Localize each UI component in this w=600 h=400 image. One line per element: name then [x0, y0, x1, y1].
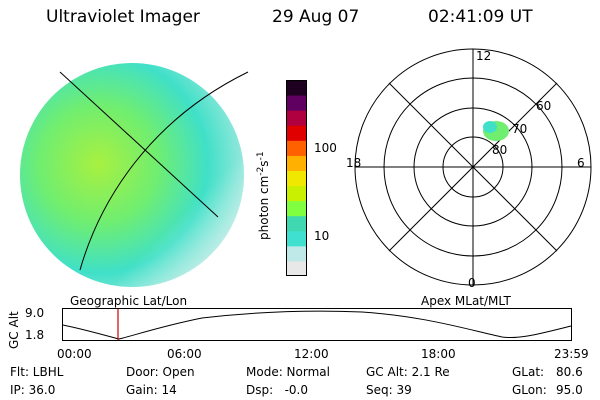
gc-alt-info: GC Alt: 2.1 Re: [366, 365, 450, 379]
terminator-line-2: [79, 71, 249, 271]
mlat-80-label: 80: [492, 143, 507, 157]
apex-caption: Apex MLat/MLT: [421, 294, 511, 308]
altitude-ymax: 9.0: [25, 306, 45, 320]
colorbar-tick-10: 10: [314, 229, 330, 243]
gain-info: Gain: 14: [126, 383, 177, 397]
altitude-plot: [62, 308, 572, 341]
time-tick-1200: 12:00: [294, 347, 329, 361]
mlat-60-label: 60: [536, 99, 551, 113]
colorbar-block: [286, 95, 307, 111]
ip-info: IP: 36.0: [10, 383, 56, 397]
geographic-caption: Geographic Lat/Lon: [70, 294, 188, 308]
mlt-0-label: 0: [468, 276, 476, 290]
date-label: 29 Aug 07: [272, 7, 360, 27]
earth-disk-shading: [20, 63, 244, 287]
glat-label: GLat:: [512, 365, 545, 379]
colorbar-block: [286, 125, 307, 141]
colorbar-block: [286, 170, 307, 187]
colorbar: [286, 80, 307, 276]
glat-value: 80.6: [556, 365, 583, 379]
colorbar-tick-100: 100: [314, 141, 337, 155]
colorbar-block: [286, 215, 307, 232]
colorbar-block: [286, 200, 307, 217]
time-tick-1800: 18:00: [421, 347, 456, 361]
terminator-line-1: [59, 71, 219, 218]
colorbar-unit-label: photon cm-2s-1: [256, 151, 271, 240]
glon-value: 95.0: [556, 383, 583, 397]
colorbar-block: [286, 245, 307, 262]
colorbar-block: [286, 155, 307, 171]
uv-image-panel: [20, 63, 249, 287]
mlat-70-label: 70: [512, 122, 527, 136]
mlt-18-label: 18: [346, 156, 361, 170]
time-tick-2359: 23:59: [554, 347, 589, 361]
altitude-curve: [62, 310, 572, 340]
dsp-info: Dsp: -0.0: [246, 383, 309, 397]
door-info: Door: Open: [126, 365, 195, 379]
colorbar-block: [286, 80, 307, 96]
colorbar-block: [286, 230, 307, 247]
altitude-ymin: 1.8: [25, 328, 45, 342]
polar-diagonal-2: [388, 82, 558, 252]
altitude-ylabel: GC Alt: [7, 311, 21, 349]
aurora-spot-edge: [483, 121, 497, 133]
time-label: 02:41:09 UT: [428, 7, 533, 27]
time-tick-0000: 00:00: [57, 347, 92, 361]
colorbar-block: [286, 185, 307, 202]
mlt-12-label: 12: [476, 49, 491, 63]
instrument-title: Ultraviolet Imager: [46, 7, 200, 27]
glon-label: GLon:: [512, 383, 547, 397]
seq-info: Seq: 39: [366, 383, 412, 397]
mlt-6-label: 6: [577, 156, 585, 170]
colorbar-block: [286, 260, 307, 276]
polar-plot: 12 18 6 0 60 70 80: [346, 48, 592, 290]
colorbar-block: [286, 140, 307, 156]
colorbar-block: [286, 110, 307, 126]
filter-info: Flt: LBHL: [10, 365, 64, 379]
mode-info: Mode: Normal: [246, 365, 330, 379]
time-tick-0600: 06:00: [167, 347, 202, 361]
